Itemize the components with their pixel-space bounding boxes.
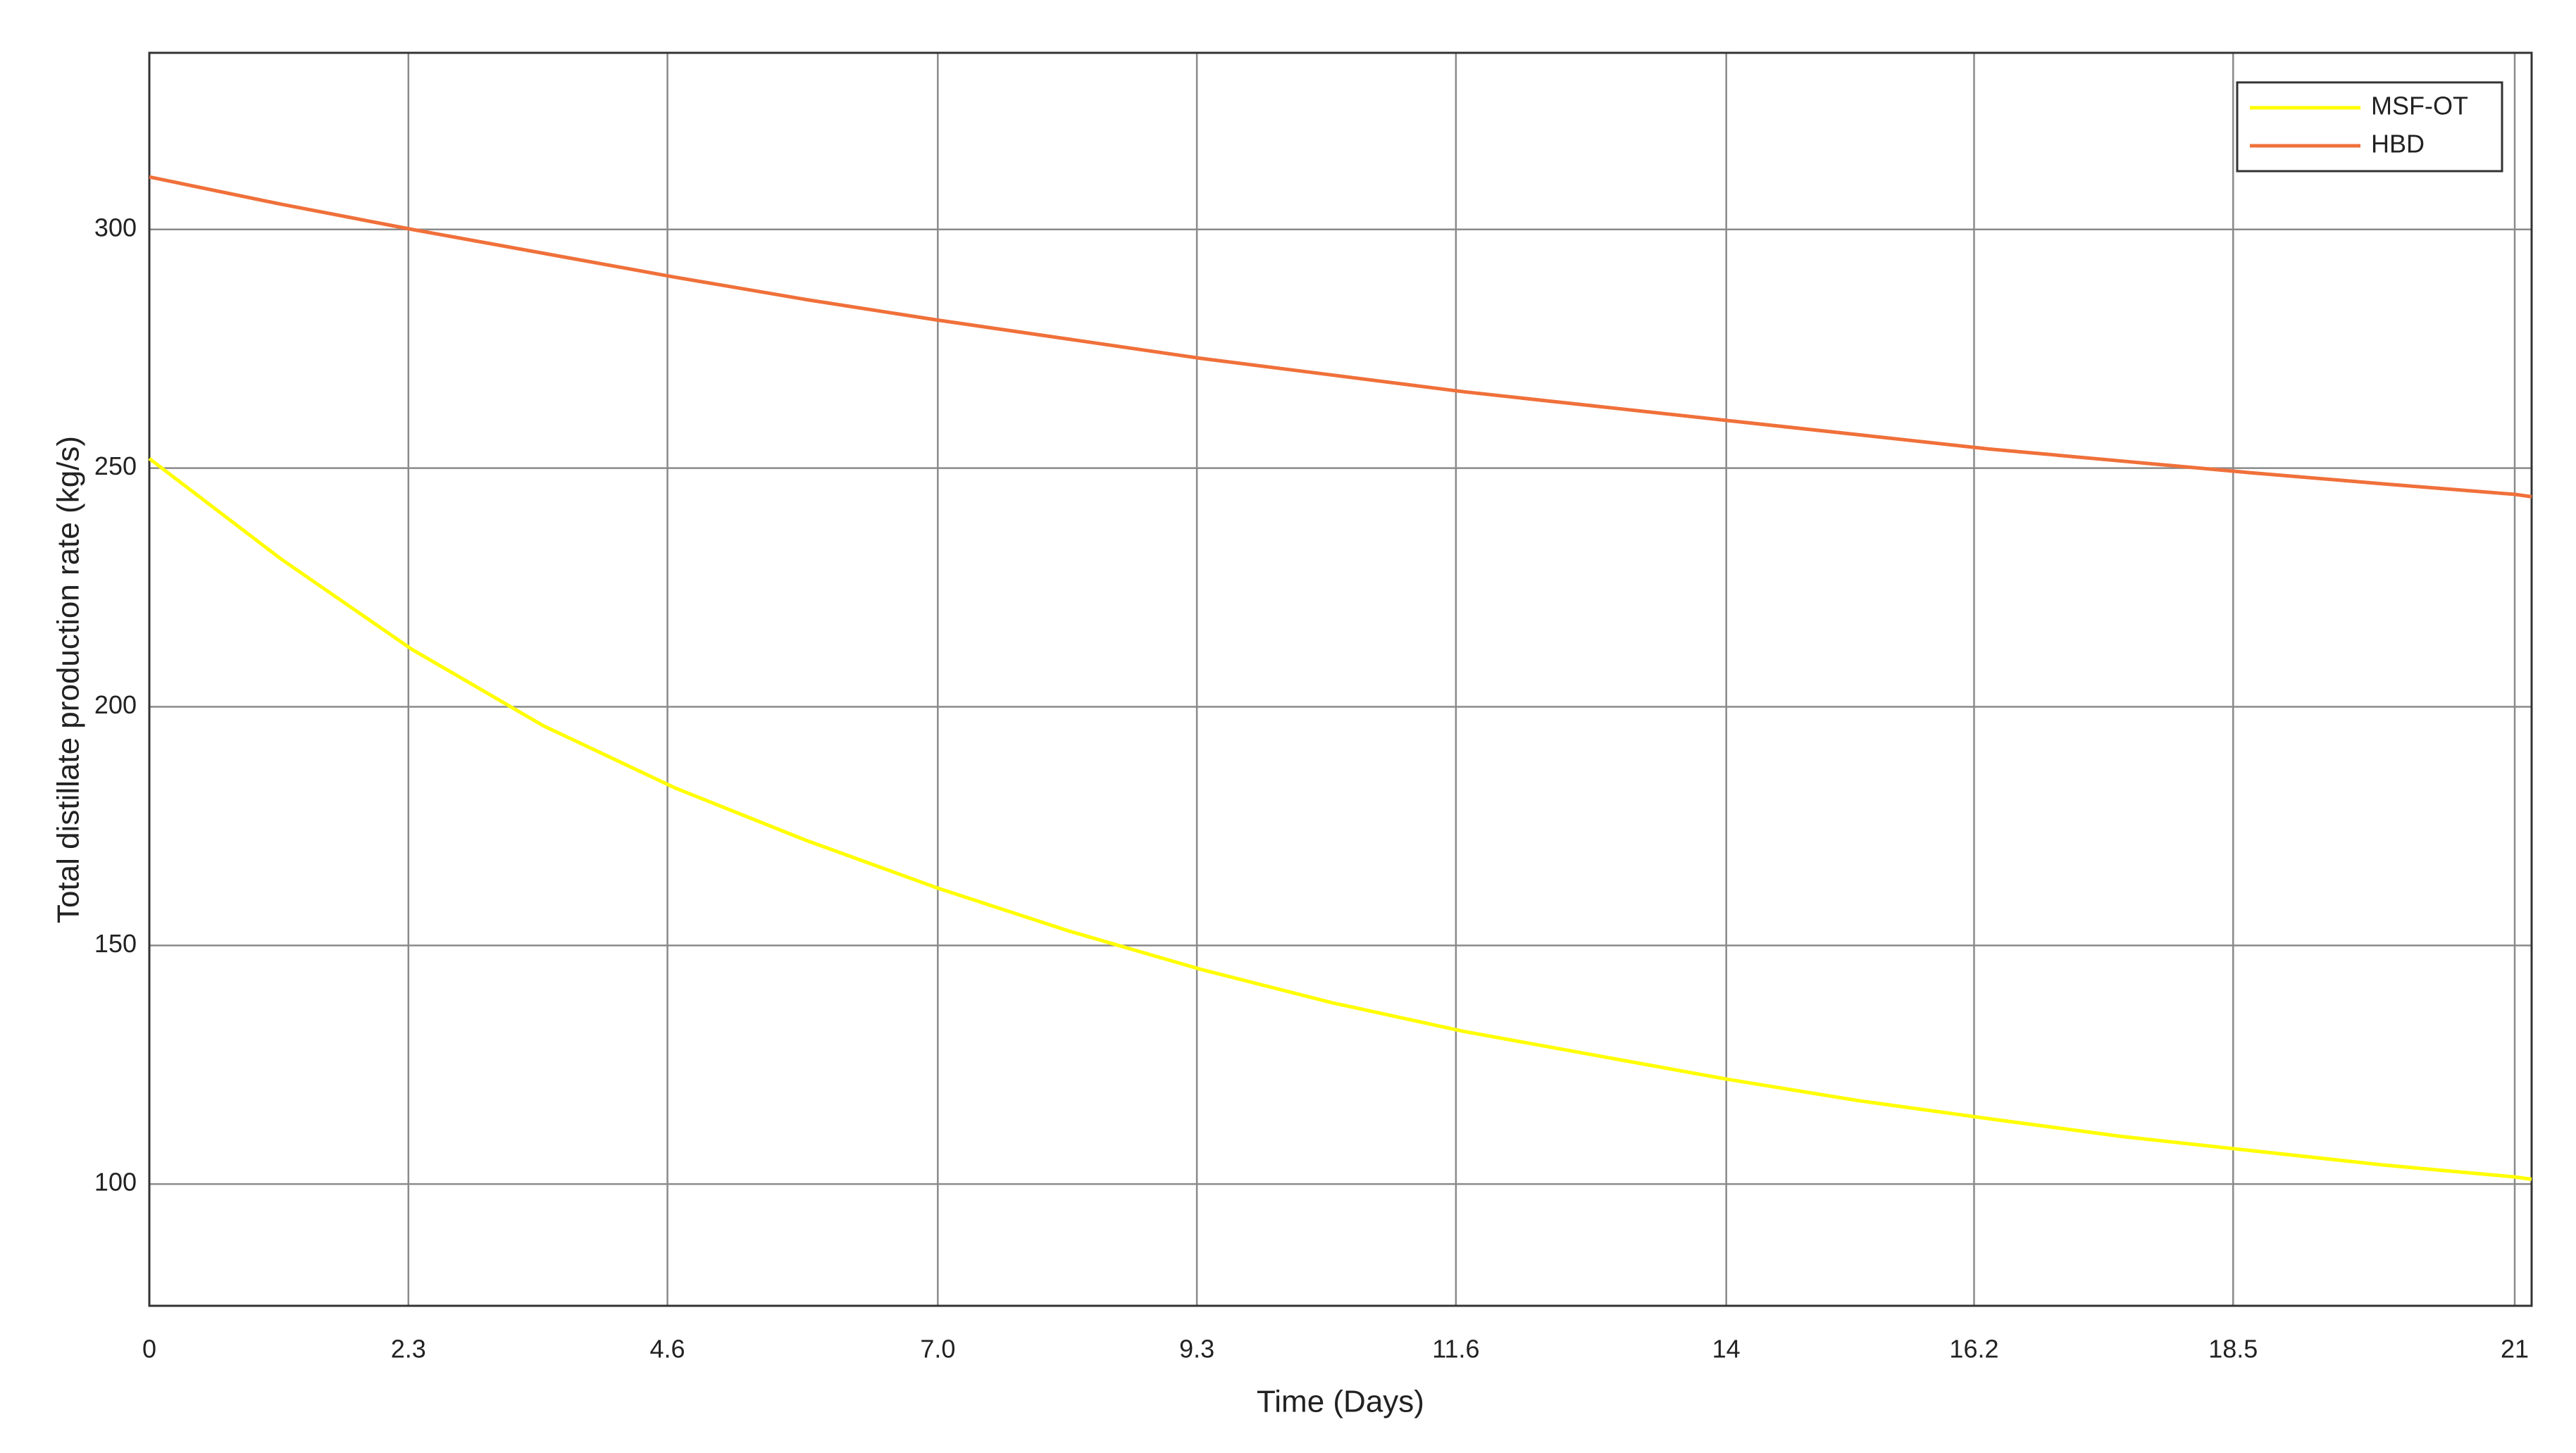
y-axis-label: Total distillate production rate (kg/s) (51, 436, 86, 923)
y-tick-label: 300 (94, 213, 137, 242)
x-tick-label: 4.6 (650, 1335, 685, 1364)
plot-frame (148, 51, 2533, 1307)
y-tick-label: 100 (94, 1168, 137, 1197)
legend-label: MSF-OT (2371, 92, 2468, 120)
x-tick-label: 2.3 (391, 1335, 426, 1364)
y-tick-label: 250 (94, 451, 137, 480)
x-tick-label: 21 (2501, 1335, 2529, 1364)
x-tick-label: 18.5 (2208, 1335, 2258, 1364)
x-tick-label: 11.6 (1432, 1335, 1479, 1364)
legend-label: HBD (2371, 130, 2425, 158)
x-axis-label: Time (Days) (1257, 1385, 1424, 1419)
series-line (149, 175, 2532, 499)
y-tick-label: 150 (94, 929, 137, 958)
x-tick-label: 7.0 (920, 1335, 955, 1364)
x-tick-label: 9.3 (1179, 1335, 1214, 1364)
y-tick-label: 200 (94, 690, 137, 719)
x-tick-label: 14 (1712, 1335, 1741, 1364)
x-tick-label: 0 (142, 1335, 156, 1364)
series-line (148, 457, 2532, 1181)
legend-box (2236, 81, 2503, 173)
x-tick-label: 16.2 (1949, 1335, 1998, 1364)
